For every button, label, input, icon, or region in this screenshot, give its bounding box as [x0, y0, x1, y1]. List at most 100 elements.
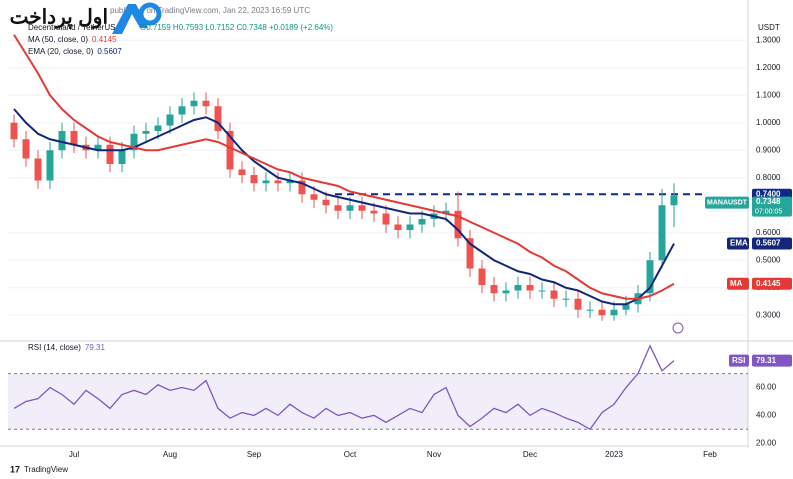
- candle-body: [202, 100, 210, 107]
- candle-body: [274, 180, 282, 184]
- candle-body: [322, 199, 330, 206]
- candle-body: [658, 205, 666, 261]
- candle-body: [670, 195, 678, 206]
- candle-body: [622, 304, 630, 310]
- price-tag-timer: 07:00:05: [755, 209, 782, 216]
- y-tick-label: 0.6000: [756, 228, 781, 237]
- candle-body: [166, 114, 174, 126]
- candle-body: [550, 290, 558, 299]
- candle-body: [562, 298, 570, 300]
- price-tag-name: MANAUSDT: [707, 200, 748, 207]
- candle-body: [574, 298, 582, 310]
- brand: 17 TradingView: [10, 464, 68, 474]
- candle-body: [142, 131, 150, 134]
- candle-body: [394, 224, 402, 230]
- indicator-legend: MA (50, close, 0): [28, 35, 88, 44]
- y-tick-label: 1.3000: [756, 35, 781, 44]
- rsi-value-label: 79.31: [756, 356, 777, 365]
- rsi-tick-label: 60.00: [756, 383, 777, 392]
- candle-body: [70, 131, 78, 145]
- brand-icon: 17: [10, 464, 20, 474]
- candle-body: [382, 213, 390, 225]
- rsi-band: [8, 373, 748, 430]
- y-unit: USDT: [758, 23, 780, 32]
- candle-body: [94, 144, 102, 151]
- event-icon: [672, 322, 684, 334]
- candle-body: [442, 210, 450, 214]
- candle-body: [130, 133, 138, 151]
- candle-body: [598, 309, 606, 316]
- y-tick-label: 0.9000: [756, 145, 781, 154]
- candle-body: [406, 224, 414, 230]
- indicator-legend-value: 0.5607: [97, 47, 122, 56]
- rsi-name-box: [729, 354, 749, 367]
- x-tick-label: Dec: [523, 450, 537, 459]
- rsi-tick-label: 40.00: [756, 410, 777, 419]
- candle-body: [490, 285, 498, 294]
- series-value-tag: [752, 237, 792, 250]
- indicator-line: [13, 34, 675, 300]
- candle-body: [466, 238, 474, 269]
- series-value-label: 0.4145: [756, 279, 781, 288]
- indicator-legend: RSI (14, close): [28, 343, 81, 352]
- price-tag: [752, 196, 792, 217]
- candle-body: [46, 150, 54, 181]
- candle-body: [10, 122, 18, 140]
- candle-body: [418, 219, 426, 225]
- x-tick-label: Nov: [427, 450, 441, 459]
- candle-body: [262, 180, 270, 184]
- x-tick-label: Sep: [247, 450, 262, 459]
- candle-body: [646, 260, 654, 294]
- candle-body: [106, 144, 114, 164]
- y-tick-label: 0.8000: [756, 173, 781, 182]
- y-tick-label: 0.3000: [756, 310, 781, 319]
- candle-body: [310, 194, 318, 200]
- series-name-tag: EMA: [730, 239, 748, 248]
- x-tick-label: Oct: [344, 450, 357, 459]
- x-tick-label: Jul: [69, 450, 79, 459]
- candle-body: [370, 210, 378, 214]
- candle-body: [226, 131, 234, 170]
- candle-body: [250, 175, 258, 184]
- candle-body: [214, 106, 222, 131]
- series-value-tag: [752, 277, 792, 290]
- candle-body: [34, 158, 42, 181]
- indicator-legend-value: 0.4145: [92, 35, 117, 44]
- y-tick-label: 0.5000: [756, 255, 781, 264]
- y-tick-label: 1.1000: [756, 90, 781, 99]
- y-tick-label: 1.2000: [756, 63, 781, 72]
- level-tag-label: 0.7400: [756, 189, 781, 198]
- candle-body: [526, 285, 534, 291]
- candle-body: [454, 210, 462, 239]
- candle-body: [502, 290, 510, 294]
- logo-text: اول پرداخت: [10, 6, 108, 29]
- candle-body: [586, 309, 594, 311]
- series-value-label: 0.5607: [756, 239, 781, 248]
- published-note: published on TradingView.com, Jan 22, 20…: [110, 6, 310, 15]
- rsi-line: [13, 344, 675, 431]
- y-tick-label: 1.0000: [756, 118, 781, 127]
- candle-body: [22, 139, 30, 159]
- indicator-legend: EMA (20, close, 0): [28, 47, 94, 56]
- candle-body: [358, 205, 366, 211]
- ohlc-quote: O0.7159 H0.7593 L0.7152 C0.7348 +0.0189 …: [140, 23, 333, 32]
- series-name-tag: MA: [730, 279, 743, 288]
- series-name-box: [727, 237, 749, 250]
- candle-body: [514, 285, 522, 291]
- candle-body: [190, 100, 198, 107]
- x-tick-label: Aug: [163, 450, 177, 459]
- candle-body: [58, 131, 66, 151]
- logo-mark: [138, 2, 162, 26]
- x-tick-label: Feb: [703, 450, 717, 459]
- candle-body: [178, 106, 186, 115]
- rsi-tick-label: 20.00: [756, 438, 777, 447]
- candle-body: [346, 205, 354, 211]
- candle-body: [154, 125, 162, 131]
- candle-body: [478, 268, 486, 285]
- candle-body: [610, 309, 618, 316]
- series-name-box: [727, 277, 749, 290]
- logo: اول پرداخت: [10, 2, 162, 34]
- candle-body: [298, 180, 306, 195]
- candle-body: [538, 290, 546, 292]
